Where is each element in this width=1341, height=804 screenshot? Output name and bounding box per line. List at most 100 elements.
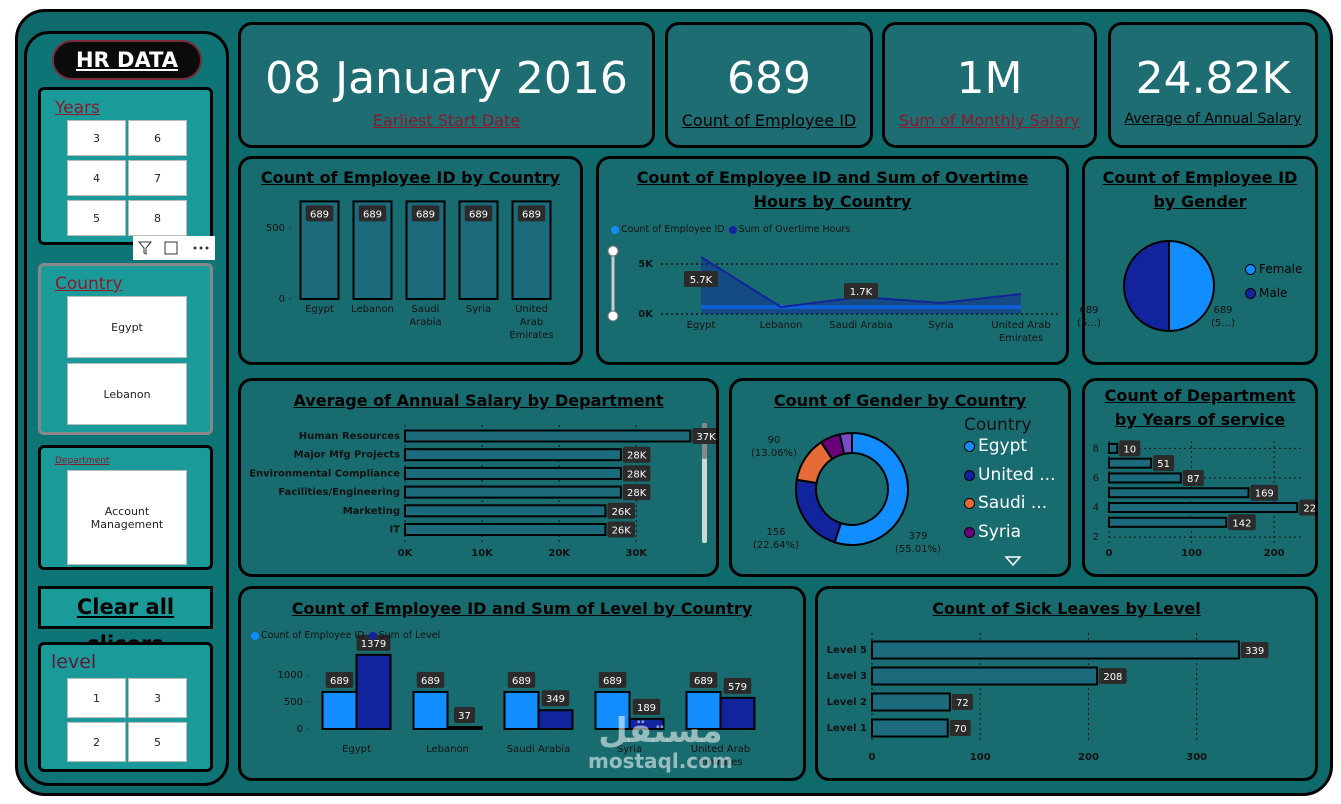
bar <box>404 466 622 480</box>
bar <box>404 504 607 518</box>
data-label: 689 (5...) <box>1211 305 1235 329</box>
clear-button[interactable]: Clear all slicers <box>38 586 213 656</box>
chart-title: Count of Employee ID and Sum of Overtime… <box>636 168 1029 211</box>
legend-item[interactable]: Count of Employee ID <box>251 629 365 642</box>
data-label: 689 <box>469 209 488 220</box>
bar <box>1108 487 1250 499</box>
area <box>701 257 1021 314</box>
slicer-item[interactable]: 3 <box>128 678 187 718</box>
chart-panel: Count of Employee ID and Sum of Level by… <box>238 586 806 781</box>
slicer-item[interactable]: 6 <box>128 120 187 156</box>
slicer-item[interactable]: 3 <box>67 120 126 156</box>
data-label-bg <box>598 671 627 688</box>
range-slider-handle[interactable] <box>607 310 619 322</box>
legend-item[interactable]: Sum of Level <box>368 629 440 642</box>
x-tick-label: Egypt <box>686 320 716 331</box>
chart-title: Count of Department by Years of service <box>1104 386 1296 429</box>
data-label: 26K <box>612 526 632 537</box>
slice <box>1168 239 1215 333</box>
data-label: 579 <box>728 682 747 693</box>
slicer-item[interactable]: 5 <box>67 200 126 236</box>
data-label: 5.7K <box>690 275 713 286</box>
more-icon[interactable] <box>193 246 209 250</box>
slicer-item[interactable]: Egypt <box>67 296 187 358</box>
slice <box>833 431 909 546</box>
data-label: 28K <box>627 488 647 499</box>
chart-canvas: 0 100 200 2 4 6 8 10 51 87 169 228 142 <box>1093 440 1315 559</box>
x-tick-label: Syria <box>928 320 954 331</box>
x-tick-label: Saudi Arabia <box>829 320 893 331</box>
data-label-bg <box>607 521 635 538</box>
chart-title: Count of Employee ID and Sum of Level by… <box>291 599 753 618</box>
legend-label: Syria <box>978 521 1021 542</box>
data-label: 142 <box>1232 518 1251 529</box>
kpi-card: 08 January 2016 Earliest Start Date <box>238 22 655 148</box>
data-label-bg <box>356 634 391 651</box>
range-slider-handle[interactable] <box>607 245 619 257</box>
bar <box>446 726 483 731</box>
legend-item[interactable]: Count of Employee ID <box>611 223 725 236</box>
bar <box>503 690 540 731</box>
y-tick-label: Level 2 <box>827 697 867 708</box>
y-tick-label: 6 <box>1093 473 1099 484</box>
slicer-item[interactable]: 1 <box>67 678 126 718</box>
data-label-bg <box>507 671 536 688</box>
y-tick-label: 0K <box>638 309 654 320</box>
data-label-bg <box>411 205 440 222</box>
legend-title: Country <box>964 415 1032 435</box>
slicer-item[interactable]: 7 <box>128 160 187 196</box>
legend-item[interactable]: Sum of Overtime Hours <box>728 223 850 236</box>
y-tick-label: Level 5 <box>827 645 867 656</box>
slicer-item[interactable]: 2 <box>67 722 126 762</box>
focus-icon[interactable] <box>164 241 178 255</box>
data-label-bg <box>325 671 354 688</box>
slicer-item[interactable]: 8 <box>128 200 187 236</box>
y-tick-label: 500 <box>266 223 285 234</box>
country-slicer: Country Egypt Lebanon <box>38 263 213 435</box>
slicer-title: Years <box>55 98 100 118</box>
slicer-title: Country <box>55 274 123 294</box>
slicer-item[interactable]: Lebanon <box>67 363 187 425</box>
chart-panel: Count of Employee ID and Sum of Overtime… <box>596 156 1069 365</box>
chart-canvas <box>1123 239 1215 333</box>
data-label: 37 <box>458 711 471 722</box>
data-label-bg <box>1119 440 1141 457</box>
filter-icon[interactable] <box>137 241 153 255</box>
kpi-label: Count of Employee ID <box>681 111 857 130</box>
bar <box>404 523 607 536</box>
data-label-bg <box>517 205 546 222</box>
bar <box>871 692 951 712</box>
x-tick-label: 0 <box>869 752 876 763</box>
slicer-title: level <box>51 651 97 673</box>
legend-swatch <box>964 526 975 538</box>
kpi-value: 689 <box>727 53 811 104</box>
x-tick-label: Syria <box>465 304 492 315</box>
x-tick-label: 0K <box>398 548 414 559</box>
kpi-label: Average of Annual Salary <box>1124 111 1302 127</box>
bar <box>594 690 631 731</box>
visual-toolbar <box>133 236 215 260</box>
data-label-bg <box>632 698 661 715</box>
slicer-item[interactable]: Account Management <box>67 470 187 565</box>
legend-scroll[interactable] <box>1004 556 1022 567</box>
legend-swatch <box>964 441 975 452</box>
y-tick-label: 0 <box>297 724 303 735</box>
slicer-item[interactable]: 5 <box>128 722 187 762</box>
y-tick-label: 4 <box>1093 503 1099 514</box>
chart-canvas: 0 500 1000 689 1379 689 37 689 349 689 189 689 579 <box>278 634 756 735</box>
watermark-arabic: مستقل <box>598 711 723 751</box>
data-label: 37K <box>696 432 716 443</box>
data-label-bg <box>1228 514 1256 531</box>
y-tick-label: Environmental Compliance <box>249 468 400 479</box>
chart-panel: Average of Annual Salary by Department 0… <box>238 378 719 577</box>
legend-swatch <box>728 225 737 234</box>
data-label: 689 <box>363 209 382 220</box>
department-slicer: Department Account Management <box>38 445 213 570</box>
chart-canvas <box>795 431 1022 567</box>
kpi-label: Sum of Monthly Salary <box>899 111 1080 130</box>
slicer-item[interactable]: 4 <box>67 160 126 196</box>
y-tick-label: Human Resources <box>299 431 400 442</box>
data-label-bg <box>1153 455 1175 472</box>
chart-title: Count of Sick Leaves by Level <box>932 599 1201 618</box>
